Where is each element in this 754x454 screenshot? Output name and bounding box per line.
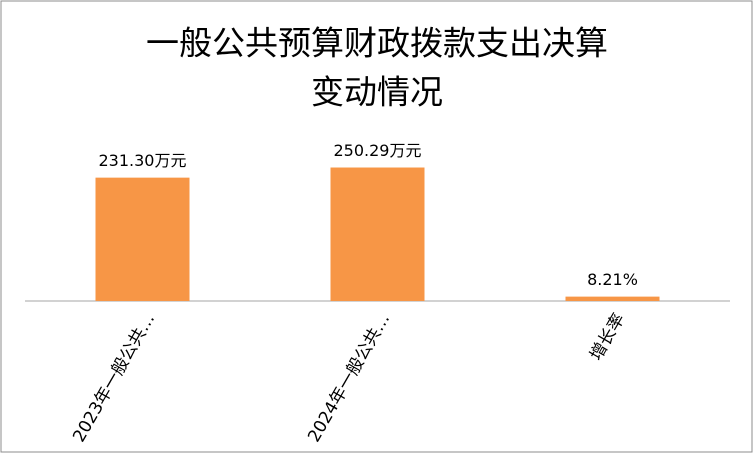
bar xyxy=(565,296,660,301)
value-label: 250.29万元 xyxy=(334,141,422,160)
value-label: 8.21% xyxy=(587,270,638,289)
chart-title: 变动情况 xyxy=(311,73,443,112)
chart-title: 一般公共预算财政拨款支出决算 xyxy=(146,24,608,63)
bar xyxy=(95,177,190,301)
value-label: 231.30万元 xyxy=(99,151,187,170)
bar xyxy=(330,167,425,301)
